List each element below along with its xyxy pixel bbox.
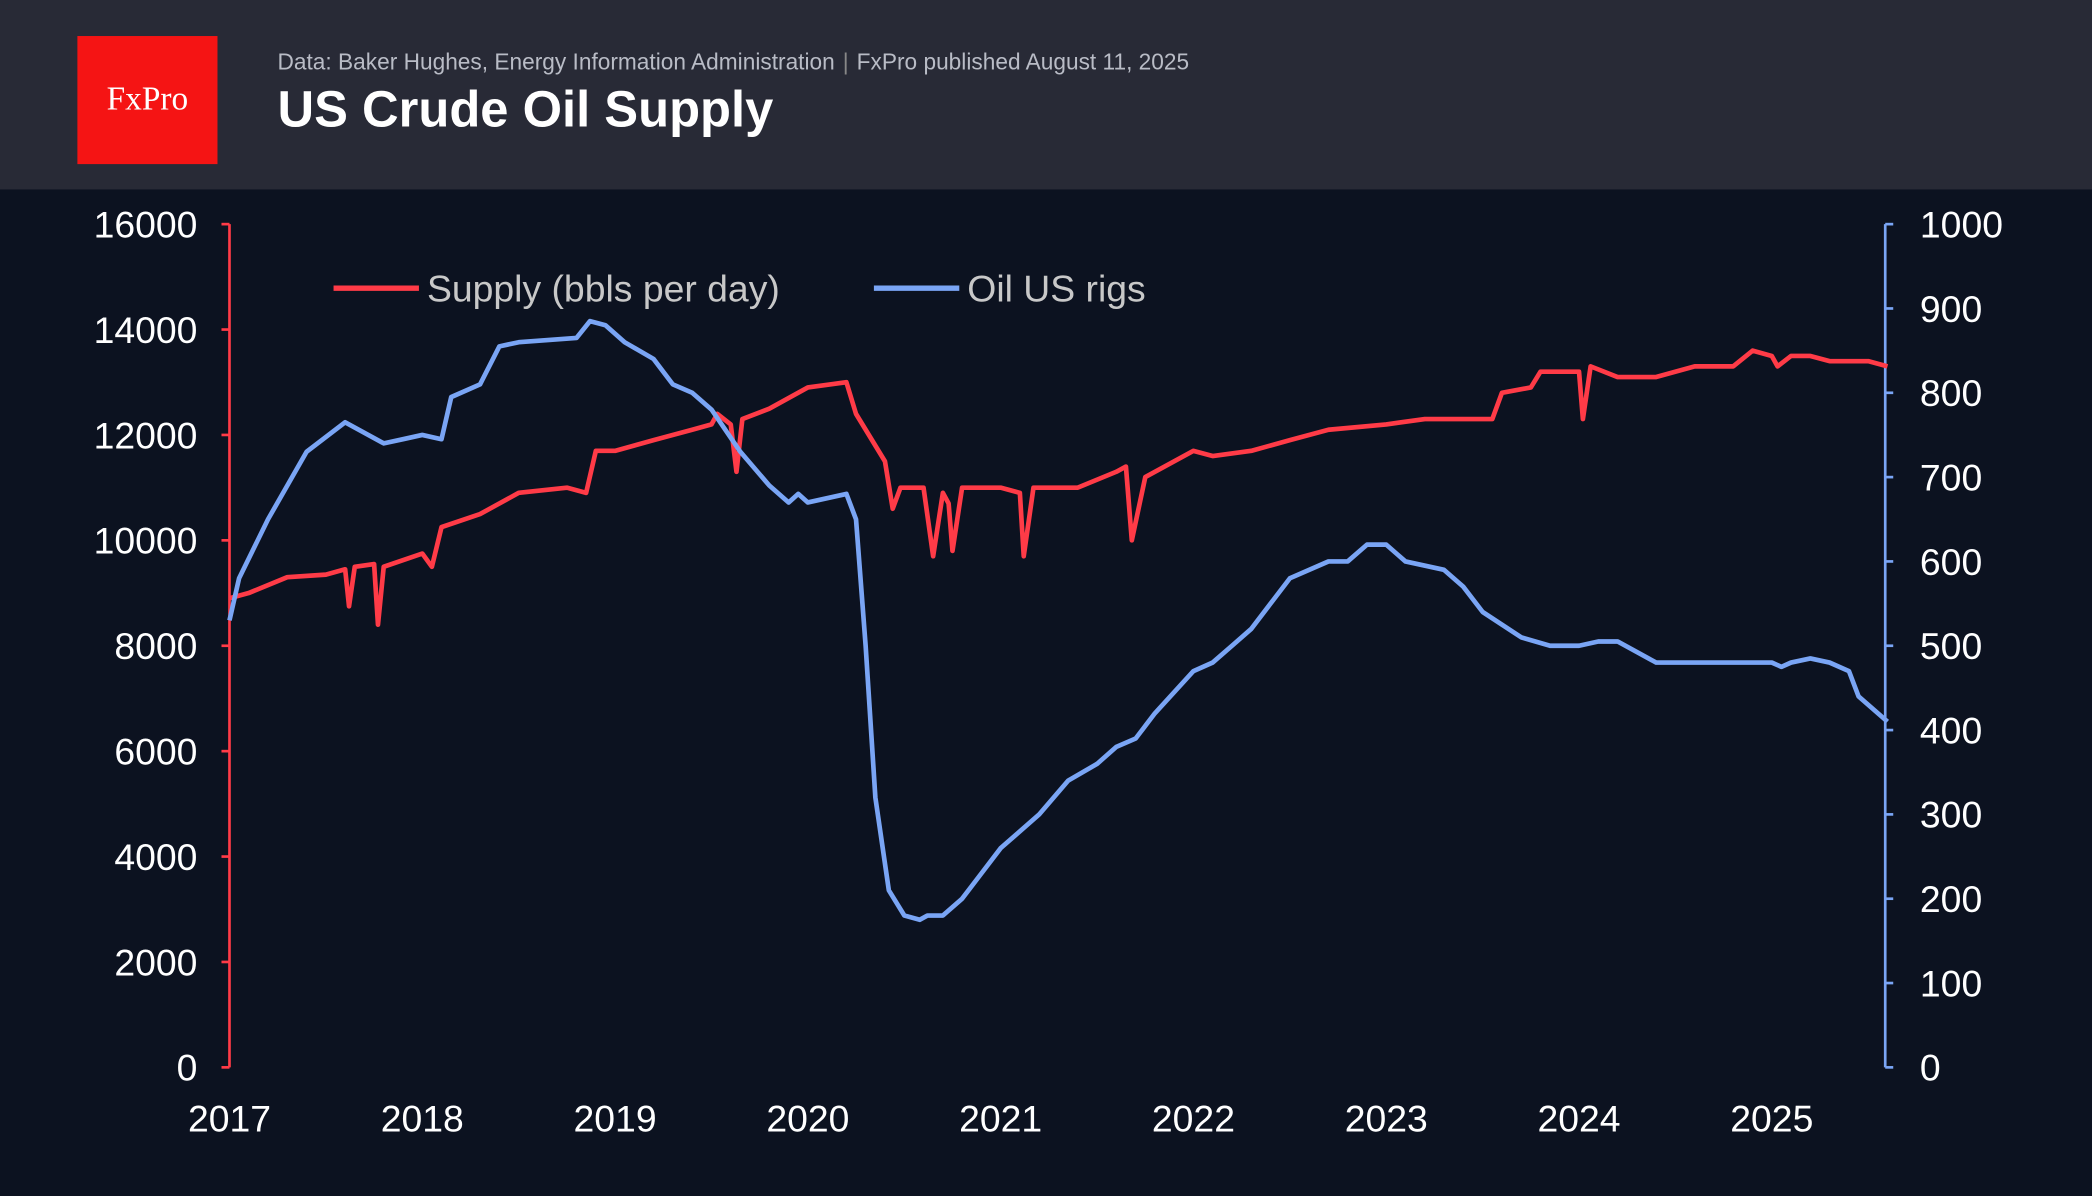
- page-title: US Crude Oil Supply: [277, 82, 774, 139]
- x-tick-label: 2022: [1152, 1097, 1235, 1139]
- left-tick-label: 6000: [114, 730, 197, 772]
- right-tick-label: 100: [1920, 962, 1982, 1004]
- x-tick-label: 2019: [574, 1097, 657, 1139]
- published-date: FxPro published August 11, 2025: [856, 49, 1190, 75]
- right-tick-label: 800: [1920, 372, 1982, 414]
- x-tick-label: 2021: [959, 1097, 1042, 1139]
- x-tick-label: 2025: [1730, 1097, 1813, 1139]
- source-line: Data: Baker Hughes, Energy Information A…: [278, 49, 1190, 76]
- right-tick-label: 900: [1920, 288, 1982, 330]
- right-tick-label: 1000: [1920, 203, 2003, 245]
- series-line-rigs: [227, 318, 1890, 923]
- right-tick-label: 300: [1920, 794, 1982, 836]
- right-tick-label: 200: [1920, 878, 1982, 920]
- legend-label: Supply (bbls per day): [427, 268, 780, 310]
- left-tick-label: 10000: [94, 520, 198, 562]
- right-tick-label: 600: [1920, 541, 1982, 583]
- right-tick-label: 0: [1920, 1047, 1941, 1089]
- left-tick-label: 16000: [94, 203, 198, 245]
- left-tick-label: 2000: [114, 941, 197, 983]
- right-tick-label: 400: [1920, 709, 1982, 751]
- series-line-supply: [228, 348, 1889, 628]
- legend-label: Oil US rigs: [967, 268, 1145, 310]
- fxpro-logo: FxPro: [77, 36, 218, 165]
- x-tick-label: 2024: [1537, 1097, 1620, 1139]
- x-tick-label: 2023: [1345, 1097, 1428, 1139]
- separator: |: [842, 49, 849, 75]
- x-tick-label: 2020: [766, 1097, 849, 1139]
- right-tick-label: 700: [1920, 456, 1982, 498]
- left-tick-label: 4000: [114, 836, 197, 878]
- left-tick-label: 12000: [94, 414, 198, 456]
- header: FxPro Data: Baker Hughes, Energy Informa…: [0, 0, 2092, 190]
- left-tick-label: 14000: [94, 309, 198, 351]
- x-tick-label: 2018: [381, 1097, 464, 1139]
- right-tick-label: 500: [1920, 625, 1982, 667]
- data-source: Data: Baker Hughes, Energy Information A…: [277, 49, 835, 75]
- x-tick-label: 2017: [188, 1097, 271, 1139]
- left-tick-label: 8000: [114, 625, 197, 667]
- left-tick-label: 0: [177, 1047, 198, 1089]
